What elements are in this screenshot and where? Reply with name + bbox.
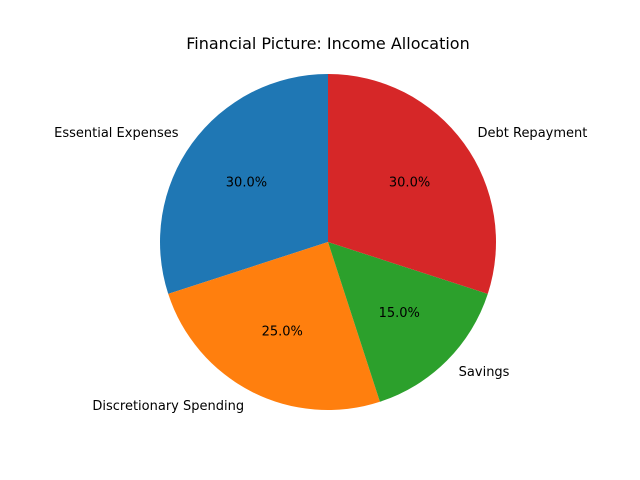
pie-slice-discretionary-spending <box>168 242 380 411</box>
pie-slice-essential-expenses <box>160 74 328 294</box>
slice-label-debt-repayment: Debt Repayment <box>478 126 588 141</box>
chart-title: Financial Picture: Income Allocation <box>186 34 469 53</box>
pie-slice-savings <box>328 242 488 402</box>
slice-percent-savings: 15.0% <box>379 306 420 321</box>
slice-label-discretionary-spending: Discretionary Spending <box>92 399 244 414</box>
pie-slice-debt-repayment <box>328 74 496 294</box>
slice-percent-debt-repayment: 30.0% <box>389 175 430 190</box>
slice-label-savings: Savings <box>459 365 510 380</box>
slice-percent-essential-expenses: 30.0% <box>226 175 267 190</box>
slice-percent-discretionary-spending: 25.0% <box>262 324 303 339</box>
pie-labels: Essential Expenses 30.0% Discretionary Spe… <box>54 126 587 414</box>
slice-label-essential-expenses: Essential Expenses <box>54 126 179 141</box>
pie-slices <box>160 74 496 411</box>
